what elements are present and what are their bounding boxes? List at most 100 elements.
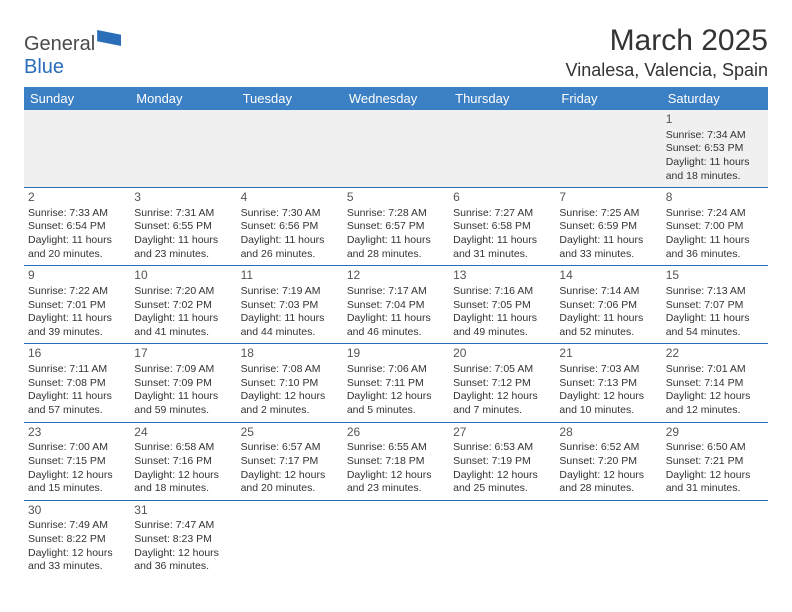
daylight-line-2: and 7 minutes. <box>453 404 551 418</box>
daylight-line-2: and 33 minutes. <box>559 248 657 262</box>
daylight-line-1: Daylight: 11 hours <box>666 156 764 170</box>
sunset-line: Sunset: 8:23 PM <box>134 533 232 547</box>
title-block: March 2025 Vinalesa, Valencia, Spain <box>566 24 768 81</box>
daylight-line-2: and 25 minutes. <box>453 482 551 496</box>
daylight-line-1: Daylight: 11 hours <box>666 312 764 326</box>
day-number: 2 <box>28 190 126 206</box>
day-number: 6 <box>453 190 551 206</box>
calendar-body: 1Sunrise: 7:34 AMSunset: 6:53 PMDaylight… <box>24 110 768 578</box>
day-number: 12 <box>347 268 445 284</box>
calendar-cell <box>237 500 343 578</box>
sunset-line: Sunset: 8:22 PM <box>28 533 126 547</box>
daylight-line-2: and 5 minutes. <box>347 404 445 418</box>
calendar-cell: 7Sunrise: 7:25 AMSunset: 6:59 PMDaylight… <box>555 188 661 266</box>
calendar-cell: 22Sunrise: 7:01 AMSunset: 7:14 PMDayligh… <box>662 344 768 422</box>
sunrise-line: Sunrise: 7:11 AM <box>28 363 126 377</box>
month-title: March 2025 <box>566 24 768 58</box>
sunset-line: Sunset: 7:18 PM <box>347 455 445 469</box>
calendar-cell <box>449 500 555 578</box>
daylight-line-2: and 18 minutes. <box>666 170 764 184</box>
sunrise-line: Sunrise: 7:24 AM <box>666 207 764 221</box>
day-number: 4 <box>241 190 339 206</box>
daylight-line-2: and 28 minutes. <box>347 248 445 262</box>
sunrise-line: Sunrise: 6:55 AM <box>347 441 445 455</box>
day-number: 10 <box>134 268 232 284</box>
weekday-header: Monday <box>130 87 236 110</box>
daylight-line-2: and 12 minutes. <box>666 404 764 418</box>
daylight-line-1: Daylight: 11 hours <box>28 234 126 248</box>
daylight-line-2: and 41 minutes. <box>134 326 232 340</box>
daylight-line-2: and 36 minutes. <box>666 248 764 262</box>
calendar-cell: 15Sunrise: 7:13 AMSunset: 7:07 PMDayligh… <box>662 266 768 344</box>
day-number: 31 <box>134 503 232 519</box>
daylight-line-2: and 23 minutes. <box>134 248 232 262</box>
weekday-header: Sunday <box>24 87 130 110</box>
logo-word-1: General <box>24 33 95 55</box>
daylight-line-1: Daylight: 12 hours <box>347 469 445 483</box>
calendar-cell: 4Sunrise: 7:30 AMSunset: 6:56 PMDaylight… <box>237 188 343 266</box>
weekday-header: Saturday <box>662 87 768 110</box>
calendar-row: 30Sunrise: 7:49 AMSunset: 8:22 PMDayligh… <box>24 500 768 578</box>
sunset-line: Sunset: 7:13 PM <box>559 377 657 391</box>
day-number: 23 <box>28 425 126 441</box>
day-number: 18 <box>241 346 339 362</box>
sunrise-line: Sunrise: 6:58 AM <box>134 441 232 455</box>
day-number: 7 <box>559 190 657 206</box>
daylight-line-1: Daylight: 12 hours <box>134 547 232 561</box>
sunrise-line: Sunrise: 7:28 AM <box>347 207 445 221</box>
sunrise-line: Sunrise: 7:19 AM <box>241 285 339 299</box>
day-number: 5 <box>347 190 445 206</box>
daylight-line-1: Daylight: 11 hours <box>134 234 232 248</box>
calendar-cell <box>24 110 130 188</box>
calendar-cell <box>555 500 661 578</box>
daylight-line-2: and 57 minutes. <box>28 404 126 418</box>
day-number: 1 <box>666 112 764 128</box>
sunrise-line: Sunrise: 7:13 AM <box>666 285 764 299</box>
sunrise-line: Sunrise: 7:01 AM <box>666 363 764 377</box>
daylight-line-1: Daylight: 12 hours <box>241 469 339 483</box>
daylight-line-1: Daylight: 11 hours <box>453 312 551 326</box>
sunset-line: Sunset: 7:04 PM <box>347 299 445 313</box>
calendar-cell: 17Sunrise: 7:09 AMSunset: 7:09 PMDayligh… <box>130 344 236 422</box>
weekday-header-row: SundayMondayTuesdayWednesdayThursdayFrid… <box>24 87 768 110</box>
sunset-line: Sunset: 6:53 PM <box>666 142 764 156</box>
daylight-line-2: and 33 minutes. <box>28 560 126 574</box>
weekday-header: Thursday <box>449 87 555 110</box>
sunrise-line: Sunrise: 7:20 AM <box>134 285 232 299</box>
day-number: 9 <box>28 268 126 284</box>
daylight-line-2: and 46 minutes. <box>347 326 445 340</box>
logo-word-2: Blue <box>24 56 64 78</box>
day-number: 22 <box>666 346 764 362</box>
calendar-cell: 20Sunrise: 7:05 AMSunset: 7:12 PMDayligh… <box>449 344 555 422</box>
daylight-line-2: and 23 minutes. <box>347 482 445 496</box>
daylight-line-2: and 49 minutes. <box>453 326 551 340</box>
header: General Blue March 2025 Vinalesa, Valenc… <box>24 24 768 81</box>
sunrise-line: Sunrise: 7:25 AM <box>559 207 657 221</box>
sunrise-line: Sunrise: 7:22 AM <box>28 285 126 299</box>
calendar-table: SundayMondayTuesdayWednesdayThursdayFrid… <box>24 87 768 578</box>
calendar-cell: 21Sunrise: 7:03 AMSunset: 7:13 PMDayligh… <box>555 344 661 422</box>
sunset-line: Sunset: 7:01 PM <box>28 299 126 313</box>
day-number: 21 <box>559 346 657 362</box>
sunrise-line: Sunrise: 7:31 AM <box>134 207 232 221</box>
calendar-cell: 6Sunrise: 7:27 AMSunset: 6:58 PMDaylight… <box>449 188 555 266</box>
weekday-header: Tuesday <box>237 87 343 110</box>
sunset-line: Sunset: 6:54 PM <box>28 220 126 234</box>
daylight-line-1: Daylight: 12 hours <box>347 390 445 404</box>
sunset-line: Sunset: 7:02 PM <box>134 299 232 313</box>
calendar-cell: 19Sunrise: 7:06 AMSunset: 7:11 PMDayligh… <box>343 344 449 422</box>
sunset-line: Sunset: 6:58 PM <box>453 220 551 234</box>
sunrise-line: Sunrise: 7:08 AM <box>241 363 339 377</box>
sunrise-line: Sunrise: 7:14 AM <box>559 285 657 299</box>
sunrise-line: Sunrise: 6:57 AM <box>241 441 339 455</box>
day-number: 19 <box>347 346 445 362</box>
day-number: 30 <box>28 503 126 519</box>
sunrise-line: Sunrise: 7:16 AM <box>453 285 551 299</box>
daylight-line-2: and 2 minutes. <box>241 404 339 418</box>
sunset-line: Sunset: 6:55 PM <box>134 220 232 234</box>
day-number: 13 <box>453 268 551 284</box>
daylight-line-2: and 44 minutes. <box>241 326 339 340</box>
logo: General Blue <box>24 30 121 79</box>
calendar-cell: 23Sunrise: 7:00 AMSunset: 7:15 PMDayligh… <box>24 422 130 500</box>
calendar-cell: 2Sunrise: 7:33 AMSunset: 6:54 PMDaylight… <box>24 188 130 266</box>
